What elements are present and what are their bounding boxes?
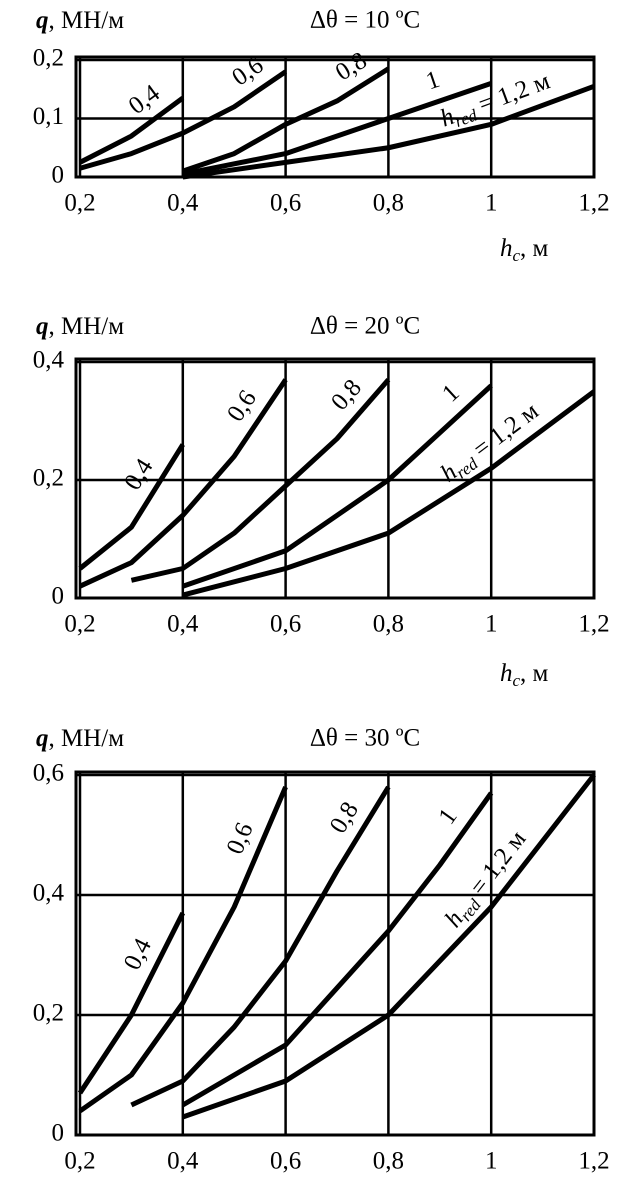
plot-frame (74, 770, 596, 1137)
y-axis-unit: , МН/м (49, 725, 125, 752)
y-axis-label: q, МН/м (36, 313, 124, 340)
y-tick-label: 0 (52, 1120, 65, 1147)
curve-label-value: 0,8 (324, 797, 363, 838)
curve (79, 69, 288, 171)
y-tick-label: 0,6 (33, 760, 64, 787)
x-tick-label: 1,2 (578, 190, 609, 217)
curve-label: 0,8 (324, 797, 363, 838)
curve-label-value: 0,4 (119, 934, 157, 975)
curve (78, 378, 288, 589)
y-axis-symbol: q (36, 725, 49, 752)
x-axis-symbol: h (500, 235, 513, 262)
x-tick-label: 1 (485, 1148, 498, 1175)
curve-label: 1 (437, 379, 464, 407)
curve (78, 96, 185, 165)
curve-label: 1 (422, 66, 443, 96)
x-tick-label: 0,6 (270, 1148, 301, 1175)
x-axis-label: hc, м (500, 235, 549, 265)
y-axis-symbol: q (36, 7, 49, 34)
x-tick-label: 0,6 (270, 190, 301, 217)
plot-frame (74, 55, 596, 179)
x-tick-label: 1 (485, 190, 498, 217)
x-tick-label: 1 (485, 611, 498, 638)
x-tick-label: 0,2 (64, 611, 95, 638)
curve-label-value: 1 (437, 379, 464, 407)
y-tick-label: 0,2 (33, 465, 64, 492)
x-axis-subscript: c (513, 246, 521, 265)
y-axis-unit: , МН/м (49, 313, 125, 340)
x-tick-label: 0,8 (373, 190, 404, 217)
x-tick-label: 1,2 (578, 611, 609, 638)
x-axis-unit: , м (520, 235, 549, 262)
y-axis-unit: , МН/м (49, 7, 125, 34)
y-axis-label: q, МН/м (36, 725, 124, 752)
x-tick-label: 0,6 (270, 611, 301, 638)
curve (181, 66, 390, 174)
y-tick-label: 0,4 (33, 347, 65, 374)
x-tick-label: 0,4 (167, 190, 199, 217)
x-tick-label: 0,2 (64, 1148, 95, 1175)
y-axis-symbol: q (36, 313, 49, 340)
curve (182, 83, 595, 180)
curve-label: 0,4 (119, 934, 157, 975)
curve (77, 911, 186, 1095)
curve (130, 785, 391, 1108)
curve-label: 1 (433, 803, 462, 829)
x-axis-subscript: c (513, 671, 521, 690)
y-tick-label: 0 (52, 583, 65, 610)
y-tick-label: 0 (52, 162, 65, 189)
y-tick-label: 0,2 (33, 45, 64, 72)
chart-title: Δθ = 10 ºC (310, 7, 420, 34)
chart-title: Δθ = 30 ºC (310, 725, 420, 752)
plot-frame (74, 357, 596, 600)
curve (181, 791, 494, 1108)
y-tick-label: 0,2 (33, 1000, 64, 1027)
curve (181, 773, 596, 1120)
curve (182, 81, 493, 177)
curve (182, 389, 596, 598)
chart-title: Δθ = 20 ºC (310, 313, 420, 340)
y-tick-label: 0,4 (33, 880, 65, 907)
x-tick-label: 0,8 (373, 611, 404, 638)
y-tick-label: 0,1 (33, 103, 64, 130)
x-tick-label: 1,2 (578, 1148, 609, 1175)
curve-label: 0,6 (221, 819, 258, 858)
x-axis-unit: , м (520, 660, 549, 687)
x-tick-label: 0,4 (167, 1148, 199, 1175)
curve (130, 378, 391, 583)
x-tick-label: 0,2 (64, 190, 95, 217)
x-axis-symbol: h (500, 660, 513, 687)
curve (181, 383, 493, 589)
curve-label-value: 0,6 (221, 819, 258, 858)
curve (78, 786, 288, 1114)
y-axis-label: q, МН/м (36, 7, 124, 34)
x-tick-label: 0,4 (167, 611, 199, 638)
curve-label-value: 1 (422, 66, 443, 96)
x-axis-label: hc, м (500, 660, 549, 690)
x-tick-label: 0,8 (373, 1148, 404, 1175)
curve (78, 443, 185, 571)
curve-label-value: 1 (433, 803, 462, 829)
